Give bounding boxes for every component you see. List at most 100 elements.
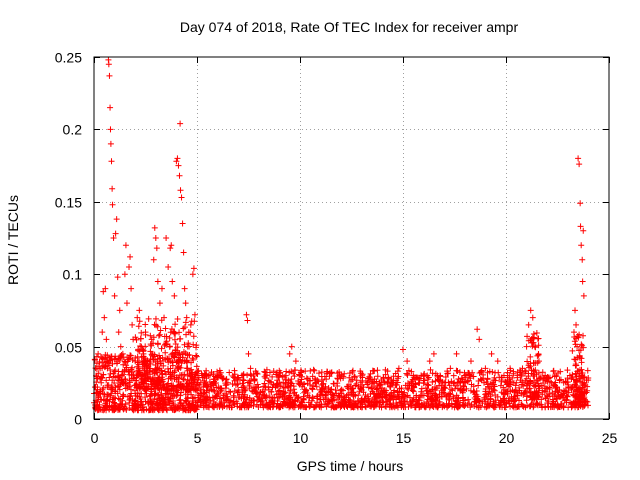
data-point [148, 336, 155, 343]
data-point [364, 401, 371, 408]
data-point [413, 374, 420, 381]
data-point [300, 404, 307, 411]
data-point [171, 372, 178, 379]
data-point [318, 381, 325, 388]
data-point [181, 285, 188, 292]
data-point [484, 369, 491, 376]
data-point [144, 383, 151, 390]
data-point [153, 369, 160, 376]
data-point [129, 406, 136, 413]
data-point [476, 336, 483, 343]
data-point [429, 370, 436, 377]
data-point [121, 403, 128, 410]
data-point [198, 387, 205, 394]
data-point [310, 366, 317, 373]
data-point [188, 391, 195, 398]
data-point [157, 355, 164, 362]
data-point [309, 394, 316, 401]
data-point [167, 365, 174, 372]
data-point [92, 384, 99, 391]
data-point [501, 391, 508, 398]
data-point [185, 340, 192, 347]
data-point [460, 386, 467, 393]
data-point [116, 386, 123, 393]
data-point [525, 362, 532, 369]
data-point [189, 370, 196, 377]
data-point [167, 245, 174, 252]
data-point [389, 404, 396, 411]
data-point [307, 367, 314, 374]
data-point [138, 329, 145, 336]
data-point [483, 404, 490, 411]
data-point [379, 389, 386, 396]
data-point [164, 386, 171, 393]
data-point [553, 373, 560, 380]
data-point [152, 235, 159, 241]
data-point [193, 353, 200, 360]
data-point [174, 155, 181, 162]
data-point [96, 358, 103, 365]
data-point [535, 342, 542, 349]
data-point [99, 355, 106, 362]
data-point [338, 394, 345, 401]
data-point [496, 374, 503, 381]
data-point [148, 351, 155, 358]
data-point [168, 242, 175, 249]
data-point [240, 377, 247, 384]
data-point [201, 389, 208, 396]
data-point [388, 403, 395, 410]
data-point [152, 315, 159, 322]
data-point [119, 368, 126, 375]
data-point [523, 343, 530, 350]
data-point [123, 300, 130, 307]
data-point [474, 326, 481, 333]
data-point [161, 342, 168, 349]
data-point [322, 383, 329, 390]
data-point [550, 404, 557, 411]
data-point [480, 375, 487, 382]
data-point [577, 200, 584, 207]
data-point [201, 370, 208, 377]
data-point [166, 335, 173, 342]
data-point [330, 380, 337, 387]
data-point [239, 372, 246, 379]
data-point [332, 403, 339, 410]
data-point [194, 368, 201, 375]
data-point [456, 369, 463, 376]
data-point [524, 402, 531, 409]
data-point [323, 403, 330, 410]
data-point [231, 394, 238, 401]
data-point [580, 292, 587, 299]
data-point [432, 370, 439, 377]
data-point [517, 371, 524, 378]
data-point [117, 355, 124, 362]
data-point [277, 383, 284, 390]
data-point [483, 378, 490, 385]
data-point [358, 395, 365, 402]
data-point [274, 400, 281, 407]
data-point [251, 387, 258, 394]
data-point [185, 386, 192, 393]
data-point [243, 404, 250, 411]
data-point [345, 401, 352, 408]
data-point [277, 404, 284, 411]
data-point [452, 400, 459, 407]
data-point [178, 360, 185, 367]
data-point [93, 360, 100, 367]
data-point [184, 383, 191, 390]
data-point [334, 375, 341, 382]
data-point [129, 368, 136, 375]
data-point [231, 377, 238, 384]
data-point [171, 292, 178, 299]
data-point [569, 373, 576, 380]
data-point [578, 242, 585, 249]
data-point [101, 404, 108, 411]
data-point [166, 371, 173, 378]
data-point [346, 374, 353, 381]
data-point [486, 388, 493, 395]
data-point [226, 369, 233, 376]
data-point [177, 187, 184, 194]
data-point [569, 403, 576, 410]
data-point [96, 404, 103, 411]
data-point [529, 340, 536, 347]
